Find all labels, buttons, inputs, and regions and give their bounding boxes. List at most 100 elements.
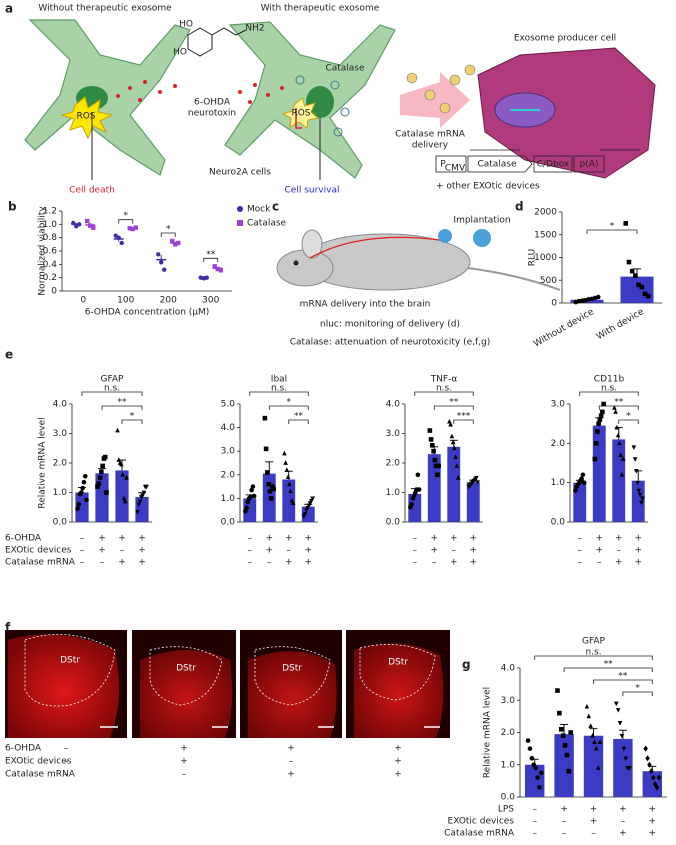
- data-point: [621, 746, 627, 752]
- y-tick-label: 2.0: [53, 459, 68, 469]
- row-label: Catalase mRNA: [5, 558, 76, 568]
- data-point: [85, 218, 90, 224]
- label: Catalase mRNA: [395, 130, 466, 140]
- condition: +: [560, 805, 568, 815]
- data-point: [141, 490, 147, 496]
- condition: +: [450, 558, 458, 568]
- data-point: [634, 469, 639, 474]
- condition: +: [265, 546, 273, 556]
- bar: [95, 473, 109, 522]
- sig-label: *: [124, 211, 129, 221]
- data-point: [284, 467, 290, 472]
- row-label: LPS: [498, 805, 514, 815]
- data-point: [568, 730, 574, 735]
- data-point: [645, 293, 651, 299]
- condition: +: [634, 546, 642, 556]
- data-point: [120, 472, 125, 477]
- data-point: [647, 761, 652, 768]
- data-point: [266, 481, 271, 487]
- condition: +: [595, 534, 603, 544]
- panel-label: b: [8, 200, 17, 214]
- data-point: [432, 457, 438, 463]
- sig-label: ***: [457, 412, 471, 422]
- y-tick-label: 1.0: [53, 488, 68, 498]
- construct: [435, 149, 640, 173]
- data-point: [436, 463, 441, 469]
- condition: +: [287, 770, 295, 780]
- data-point: [588, 723, 593, 728]
- data-point: [600, 409, 605, 415]
- condition: +: [634, 558, 642, 568]
- chart-title: CD11b: [594, 375, 625, 385]
- data-point: [619, 733, 625, 739]
- x-tick-label: Without device: [532, 307, 596, 350]
- condition: +: [394, 770, 402, 780]
- data-point: [614, 424, 620, 430]
- data-point: [415, 472, 421, 478]
- ros-burst: [281, 97, 320, 129]
- data-point: [416, 487, 422, 492]
- data-point: [639, 500, 644, 506]
- data-point: [579, 476, 584, 482]
- data-point: [537, 785, 542, 790]
- sig-bracket: [203, 257, 219, 263]
- condition: +: [619, 805, 627, 815]
- y-tick-label: 0.8: [43, 233, 58, 243]
- data-point: [119, 461, 124, 467]
- producer-cell: [477, 47, 656, 179]
- chart-title: Ibal: [271, 375, 287, 385]
- data-point: [535, 775, 540, 780]
- region-label: DStr: [282, 664, 302, 674]
- sig-bracket: [433, 405, 474, 410]
- y-tick-label: 0.6: [43, 247, 58, 257]
- y-tick-label: 1.0: [551, 478, 566, 488]
- condition: –: [532, 817, 537, 827]
- sig-bracket: [598, 405, 639, 410]
- label: HO: [179, 20, 193, 30]
- bar: [631, 480, 645, 522]
- sig-label: *: [130, 412, 135, 422]
- data-point: [527, 746, 533, 751]
- condition: –: [120, 546, 125, 556]
- label: Catalase: [477, 160, 517, 170]
- label: mRNA delivery into the brain: [300, 300, 431, 310]
- data-point: [650, 774, 656, 781]
- sig-label: *: [610, 222, 615, 232]
- sig-label: n.s.: [271, 384, 287, 394]
- data-point: [620, 456, 626, 461]
- condition: –: [591, 829, 596, 839]
- condition: –: [578, 546, 583, 556]
- data-point: [617, 720, 623, 726]
- legend-label: Catalase: [247, 219, 287, 229]
- y-tick-label: 5.0: [221, 400, 236, 410]
- data-point: [555, 688, 560, 693]
- ros-burst: [60, 96, 114, 140]
- condition: +: [450, 534, 458, 544]
- bar: [466, 482, 480, 522]
- condition: –: [64, 770, 69, 780]
- data-point: [636, 488, 642, 494]
- data-point: [586, 713, 592, 719]
- data-point: [95, 484, 100, 489]
- data-point: [573, 488, 578, 493]
- condition: +: [265, 534, 273, 544]
- condition: +: [469, 558, 477, 568]
- label: P: [440, 160, 446, 170]
- data-point: [135, 509, 140, 515]
- condition: –: [597, 558, 602, 568]
- data-point: [76, 502, 82, 507]
- sig-bracket: [268, 405, 309, 410]
- data-point: [629, 268, 635, 274]
- data-point: [285, 474, 291, 479]
- bar: [554, 734, 574, 797]
- data-point: [267, 489, 273, 494]
- data-point: [204, 275, 209, 280]
- data-point: [595, 294, 601, 300]
- condition: +: [98, 534, 106, 544]
- data-point: [176, 240, 181, 246]
- sig-label: n.s.: [104, 384, 120, 394]
- data-point: [592, 739, 597, 745]
- region-label: DStr: [60, 656, 80, 666]
- condition: +: [634, 534, 642, 544]
- condition: –: [248, 558, 253, 568]
